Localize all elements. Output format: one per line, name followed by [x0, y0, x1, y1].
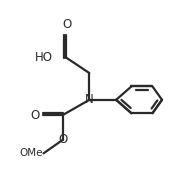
Text: O: O — [63, 18, 72, 31]
Text: O: O — [58, 133, 67, 146]
Text: N: N — [85, 93, 94, 106]
Text: O: O — [30, 109, 40, 122]
Text: HO: HO — [35, 51, 52, 64]
Text: OMe: OMe — [19, 148, 42, 158]
